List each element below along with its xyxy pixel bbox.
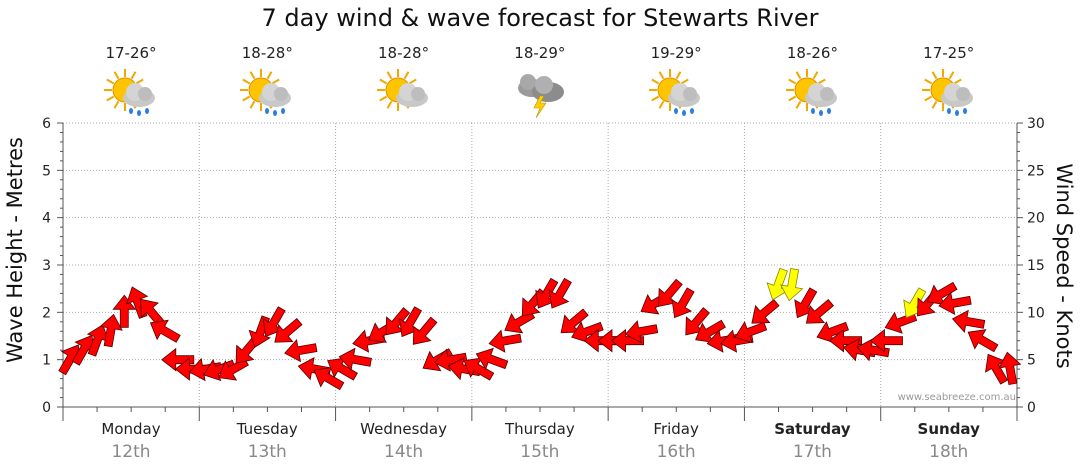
day-name-label: Sunday xyxy=(917,420,980,438)
rain-drops xyxy=(265,108,286,116)
cloud-shape xyxy=(668,83,701,107)
wind-arrow xyxy=(434,348,468,372)
temperature-range: 19-29° xyxy=(650,44,702,62)
day-name-label: Tuesday xyxy=(236,420,298,438)
wind-arrow xyxy=(884,311,918,334)
wind-arrow xyxy=(274,318,303,343)
y-tick-label-right: 10 xyxy=(1027,305,1045,321)
y-tick-label-left: 6 xyxy=(42,116,51,132)
y-tick-label-right: 15 xyxy=(1027,258,1045,274)
grid-lines xyxy=(63,122,1017,407)
wind-arrow xyxy=(284,339,318,363)
tick-labels: 0 1 2 3 4 5 6 0 5 10 15 20 25 30 xyxy=(42,116,1045,416)
wind-arrow xyxy=(734,321,768,344)
cloud-shape xyxy=(123,83,156,107)
wind-arrow xyxy=(475,347,509,370)
wind-arrow xyxy=(751,299,780,324)
cloud-shape xyxy=(804,83,837,107)
y-tick-label-left: 1 xyxy=(42,353,51,369)
y-tick-label-right: 25 xyxy=(1027,163,1045,179)
y-tick-label-left: 0 xyxy=(42,400,51,416)
cloud-shape xyxy=(259,83,292,107)
rain-drops xyxy=(946,108,967,116)
wind-arrow xyxy=(671,287,695,319)
cloud-shape xyxy=(395,83,428,107)
day-name-label: Monday xyxy=(101,420,161,438)
temperature-range: 18-28° xyxy=(378,44,430,62)
day-name-label: Thursday xyxy=(504,420,575,438)
wind-arrow xyxy=(412,316,438,345)
wind-arrow xyxy=(938,291,972,315)
chart-title: 7 day wind & wave forecast for Stewarts … xyxy=(261,4,819,32)
y-tick-label-left: 4 xyxy=(42,211,51,227)
wind-arrow xyxy=(504,310,536,334)
sun-cloud-rain-icon xyxy=(646,68,706,120)
y-tick-label-left: 2 xyxy=(42,305,51,321)
wind-arrows xyxy=(58,267,1022,391)
y-tick-label-left: 3 xyxy=(42,258,51,274)
storm-cloud-icon xyxy=(510,68,570,120)
wind-arrow xyxy=(805,299,835,324)
temperature-range: 17-26° xyxy=(105,44,157,62)
wind-arrow xyxy=(951,309,986,333)
sun-cloud-rain-icon xyxy=(101,68,161,120)
rain-drops xyxy=(674,108,695,116)
day-date-label: 16th xyxy=(656,442,696,462)
wind-arrow xyxy=(99,313,123,348)
wind-arrow xyxy=(828,328,862,353)
rain-drops xyxy=(129,108,150,116)
credit-text: www.seabreeze.com.au xyxy=(897,392,1016,403)
wind-arrow xyxy=(149,319,181,343)
wind-arrow xyxy=(338,347,372,371)
day-date-label: 17th xyxy=(792,442,832,462)
wind-arrow xyxy=(218,357,249,381)
temperature-range: 18-26° xyxy=(786,44,838,62)
cloud-shape xyxy=(940,83,973,107)
sun-cloud-rain-icon xyxy=(919,68,979,120)
wind-arrow xyxy=(624,320,659,344)
rain-drops xyxy=(810,108,831,116)
day-name-label: Saturday xyxy=(774,420,851,438)
wind-arrow xyxy=(780,267,804,302)
wind-arrow xyxy=(112,294,137,328)
temperature-range: 17-25° xyxy=(923,44,975,62)
wind-arrow xyxy=(488,329,522,353)
day-name-label: Wednesday xyxy=(360,420,447,438)
wind-arrow xyxy=(967,329,999,353)
y-tick-label-right: 0 xyxy=(1027,400,1036,416)
day-date-label: 13th xyxy=(247,442,287,462)
sun-cloud-rain-icon xyxy=(237,68,297,120)
wind-arrow xyxy=(610,328,644,353)
temperature-range: 18-29° xyxy=(514,44,566,62)
wind-arrow xyxy=(548,277,572,309)
day-date-label: 14th xyxy=(384,442,424,462)
day-date-label: 12th xyxy=(111,442,151,462)
sun-cloud-rain-icon xyxy=(783,68,843,120)
sun-cloud-icon xyxy=(374,68,434,120)
y-axis-label-right: Wind Speed - Knots xyxy=(1052,163,1076,368)
y-tick-label-right: 30 xyxy=(1027,116,1045,132)
day-name-label: Friday xyxy=(653,420,699,438)
temperature-range: 18-28° xyxy=(241,44,293,62)
y-tick-label-right: 20 xyxy=(1027,211,1045,227)
wind-arrow xyxy=(869,328,903,353)
wind-arrow xyxy=(998,351,1022,386)
y-axis-label-left: Wave Height - Metres xyxy=(3,137,27,363)
y-tick-label-right: 5 xyxy=(1027,353,1036,369)
day-date-label: 15th xyxy=(520,442,560,462)
day-date-label: 18th xyxy=(929,442,969,462)
y-tick-label-left: 5 xyxy=(42,163,51,179)
